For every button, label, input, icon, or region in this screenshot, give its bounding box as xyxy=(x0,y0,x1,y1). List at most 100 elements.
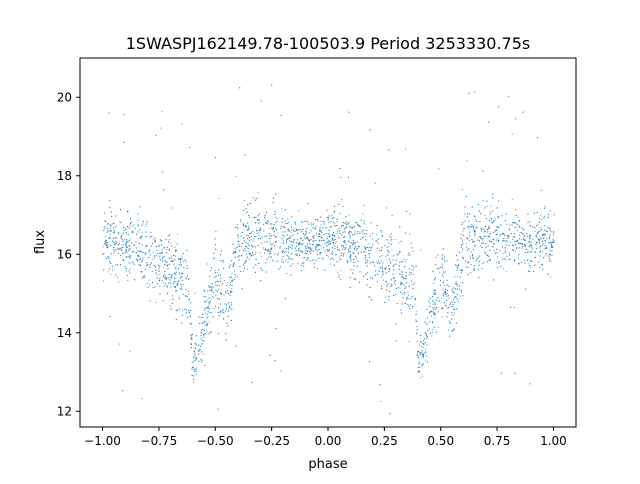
data-point xyxy=(441,254,443,256)
data-point xyxy=(178,258,180,260)
data-point xyxy=(323,221,325,223)
data-point xyxy=(352,252,354,254)
data-point xyxy=(523,259,525,261)
data-point xyxy=(195,344,197,346)
data-point xyxy=(231,285,233,286)
data-point xyxy=(469,231,471,233)
data-point xyxy=(394,239,396,241)
data-point xyxy=(109,236,111,238)
data-point xyxy=(400,291,402,293)
data-point xyxy=(228,307,230,309)
data-point xyxy=(540,250,541,252)
data-point xyxy=(524,240,526,242)
data-point xyxy=(110,253,112,255)
data-point xyxy=(401,303,403,305)
data-point xyxy=(531,246,533,248)
data-point xyxy=(127,210,129,212)
data-point xyxy=(159,255,161,257)
data-point xyxy=(394,280,396,282)
data-point xyxy=(505,240,507,242)
data-point xyxy=(211,286,213,288)
data-point xyxy=(214,270,216,272)
data-point xyxy=(326,245,328,247)
data-point xyxy=(273,234,275,236)
data-point xyxy=(450,302,451,304)
data-point xyxy=(427,336,428,338)
data-point xyxy=(163,285,165,287)
data-point xyxy=(164,277,166,279)
data-point xyxy=(539,218,540,220)
data-point xyxy=(369,129,371,131)
data-point xyxy=(127,275,128,276)
data-point xyxy=(181,288,183,290)
data-point xyxy=(269,251,271,252)
data-point xyxy=(431,328,433,330)
data-point xyxy=(290,241,292,243)
data-point xyxy=(325,226,327,228)
data-point xyxy=(441,297,442,299)
data-point xyxy=(247,234,249,236)
data-point xyxy=(370,247,372,249)
data-point xyxy=(155,237,157,239)
data-point xyxy=(505,250,507,252)
data-point xyxy=(312,250,314,252)
data-point xyxy=(388,283,390,285)
data-point xyxy=(339,259,341,261)
data-point xyxy=(444,260,446,262)
data-point xyxy=(325,233,327,235)
data-point xyxy=(170,260,172,262)
data-point xyxy=(276,221,278,222)
data-point xyxy=(490,219,492,221)
data-point xyxy=(328,243,330,245)
data-point xyxy=(360,251,362,253)
data-point xyxy=(265,271,267,273)
data-point xyxy=(218,288,220,290)
data-point xyxy=(311,224,312,226)
data-point xyxy=(202,316,204,318)
data-point xyxy=(353,261,355,263)
data-point xyxy=(280,114,282,116)
data-point xyxy=(284,209,286,211)
data-point xyxy=(115,226,117,228)
data-point xyxy=(145,223,147,225)
data-point xyxy=(501,215,503,217)
data-point xyxy=(241,288,243,290)
data-point xyxy=(154,286,156,288)
data-point xyxy=(352,239,354,241)
data-point xyxy=(150,236,152,238)
data-point xyxy=(374,274,376,276)
data-point xyxy=(181,273,183,275)
data-point xyxy=(225,292,227,294)
data-point xyxy=(356,265,358,267)
data-point xyxy=(468,221,470,223)
data-point xyxy=(191,375,193,376)
data-point xyxy=(465,243,467,245)
data-point xyxy=(533,212,535,214)
data-point xyxy=(215,306,217,308)
data-point xyxy=(528,270,530,272)
data-point xyxy=(446,307,448,309)
data-point xyxy=(319,231,321,232)
data-point xyxy=(128,245,130,247)
data-point xyxy=(489,260,491,261)
data-point xyxy=(535,247,537,249)
data-point xyxy=(481,228,483,230)
data-point xyxy=(502,234,504,235)
data-point xyxy=(496,226,498,228)
data-point xyxy=(432,303,434,305)
data-point xyxy=(166,246,168,248)
data-point xyxy=(338,230,340,232)
data-point xyxy=(132,232,134,234)
data-point xyxy=(266,241,268,243)
data-point xyxy=(371,299,373,301)
data-point xyxy=(169,282,171,284)
data-point xyxy=(155,266,156,268)
data-point xyxy=(194,368,195,370)
data-point xyxy=(448,320,450,322)
data-point xyxy=(471,224,473,226)
data-point xyxy=(348,222,350,223)
data-point xyxy=(107,241,108,243)
data-point xyxy=(460,237,462,239)
data-point xyxy=(123,141,125,143)
data-point xyxy=(275,328,277,330)
